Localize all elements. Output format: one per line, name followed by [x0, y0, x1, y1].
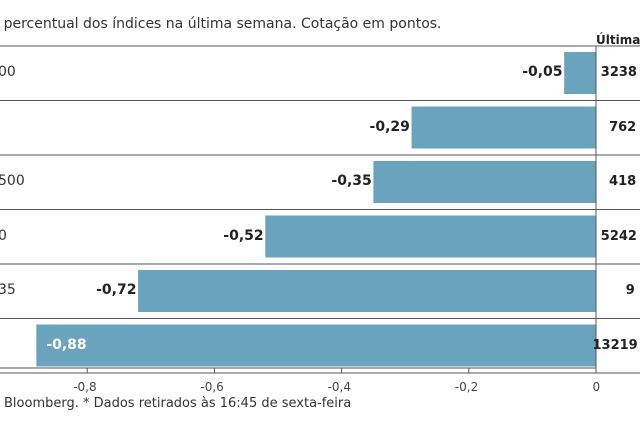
x-tick-label: 0 [592, 380, 601, 394]
category-label: 500 [0, 173, 25, 189]
last-value: 5242 [600, 228, 637, 244]
x-tick-label: -0,6 [200, 380, 224, 394]
x-tick-label: -0,2 [454, 380, 479, 394]
value-label: -0,52 [223, 227, 264, 244]
value-label: -0,72 [96, 282, 137, 298]
last-value: 418 [609, 174, 637, 189]
bar [411, 106, 596, 149]
bar [265, 215, 596, 258]
category-label: 35 [0, 282, 16, 298]
x-tick-label: -0,8 [73, 380, 97, 394]
last-value: 3238 [600, 65, 637, 80]
chart-subtitle: ão percentual dos índices na última sema… [0, 16, 442, 32]
last-value: 13219 [592, 337, 638, 353]
category-label: 00 [0, 64, 16, 80]
value-label: -0,05 [522, 64, 563, 80]
last-value: 9 [625, 283, 635, 298]
value-label: -0,88 [46, 336, 87, 353]
bar [373, 161, 596, 203]
x-tick-label: -0,4 [327, 380, 352, 394]
value-label: -0,35 [331, 173, 372, 189]
last-value-column-header: Última c [596, 33, 640, 47]
bar [36, 324, 596, 367]
value-label: -0,29 [369, 118, 410, 135]
category-label: 0 [0, 227, 7, 244]
source-note: Bloomberg. * Dados retirados às 16:45 de… [4, 396, 352, 411]
bar [138, 270, 596, 312]
bar [564, 52, 596, 94]
last-value: 762 [609, 119, 637, 135]
